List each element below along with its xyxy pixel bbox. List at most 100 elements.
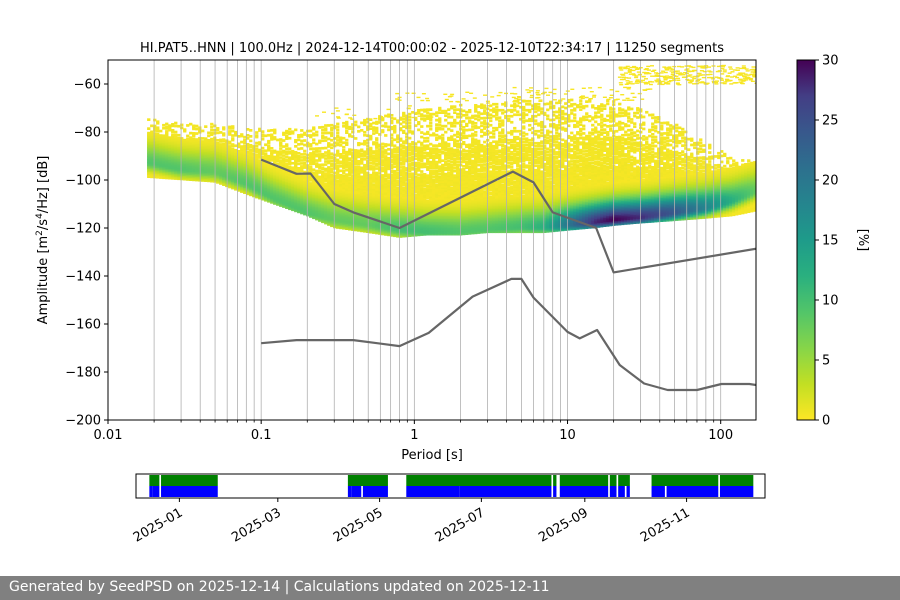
heatmap-cell [159,164,163,167]
heatmap-cell [462,114,466,117]
heatmap-cell [261,163,265,166]
heatmap-cell [300,193,304,197]
heatmap-cell [342,175,346,179]
heatmap-cell [165,166,169,169]
heatmap-cell [354,149,358,152]
heatmap-cell [189,164,193,168]
heatmap-cell [306,182,310,185]
heatmap-cell [402,140,406,143]
heatmap-cell [348,169,352,172]
heatmap-cell [222,165,226,168]
heatmap-cell [153,124,157,128]
heatmap-cell [462,109,466,113]
heatmap-cell [201,143,205,146]
heatmap-cell [201,177,205,181]
heatmap-cell [411,172,415,176]
heatmap-cell [228,158,232,162]
heatmap-cell [150,175,154,179]
heatmap-cell [177,168,181,172]
heatmap-cell [405,114,409,118]
heatmap-cell [159,138,163,142]
heatmap-cell [282,160,286,163]
heatmap-cell [342,190,346,194]
heatmap-cell [333,224,337,227]
heatmap-cell [279,162,283,165]
heatmap-cell [198,159,202,163]
heatmap-cell [426,157,430,161]
heatmap-cell [273,181,277,184]
heatmap-cell [336,212,340,216]
heatmap-cell [432,175,436,179]
heatmap-cell [201,156,205,160]
heatmap-cell [228,133,232,136]
heatmap-cell [297,156,301,160]
heatmap-cell [345,186,349,190]
heatmap-cell [336,215,340,219]
heatmap-cell [249,139,253,143]
heatmap-cell [279,156,283,159]
heatmap-cell [345,206,349,209]
heatmap-cell [393,165,397,169]
heatmap-cell [372,165,376,168]
heatmap-cell [288,198,292,202]
heatmap-cell [378,166,382,169]
heatmap-cell [288,171,292,175]
heatmap-cell [249,160,253,164]
heatmap-cell [186,163,190,166]
heatmap-cell [327,205,331,208]
heatmap-cell [243,150,247,154]
heatmap-cell [273,128,277,132]
heatmap-cell [165,125,169,129]
heatmap-cell [180,158,184,161]
heatmap-cell [297,207,301,211]
heatmap-cell [345,195,349,199]
heatmap-cell [333,222,337,226]
heatmap-cell [285,171,289,175]
heatmap-cell [426,130,430,134]
heatmap-cell [342,157,346,161]
heatmap-cell [237,184,241,188]
heatmap-cell [207,166,211,169]
heatmap-cell [324,128,328,132]
heatmap-cell [255,186,259,190]
heatmap-cell [174,174,178,177]
heatmap-cell [339,195,343,198]
heatmap-cell [153,126,157,129]
heatmap-cell [264,143,268,147]
heatmap-cell [342,195,346,199]
heatmap-cell [210,143,214,147]
heatmap-cell [246,134,250,137]
heatmap-cell [168,176,172,180]
heatmap-cell [183,140,187,143]
heatmap-cell [225,169,229,173]
heatmap-cell [324,221,328,225]
heatmap-cell [168,142,172,145]
heatmap-cell [330,218,334,222]
heatmap-cell [303,157,307,160]
heatmap-cell [246,155,250,158]
heatmap-cell [447,136,451,140]
heatmap-cell [312,168,316,172]
heatmap-cell [330,188,334,192]
heatmap-cell [258,150,262,153]
heatmap-cell [285,165,289,169]
heatmap-cell [342,184,346,188]
heatmap-cell [153,162,157,165]
heatmap-cell [198,141,202,145]
heatmap-cell [351,135,355,138]
heatmap-cell [345,155,349,158]
heatmap-cell [321,179,325,183]
heatmap-cell [345,183,349,187]
heatmap-cell [159,159,163,163]
heatmap-cell [276,191,280,194]
heatmap-cell [381,124,385,128]
heatmap-cell [294,209,298,213]
heatmap-cell [453,138,457,141]
heatmap-cell [318,177,322,180]
heatmap-cell [375,162,379,166]
heatmap-cell [306,209,310,212]
heatmap-cell [249,184,253,188]
heatmap-cell [201,161,205,164]
heatmap-cell [180,152,184,155]
heatmap-cell [303,161,307,165]
